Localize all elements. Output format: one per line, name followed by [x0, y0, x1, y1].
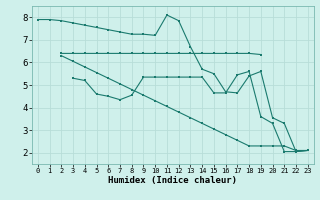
X-axis label: Humidex (Indice chaleur): Humidex (Indice chaleur)	[108, 176, 237, 185]
